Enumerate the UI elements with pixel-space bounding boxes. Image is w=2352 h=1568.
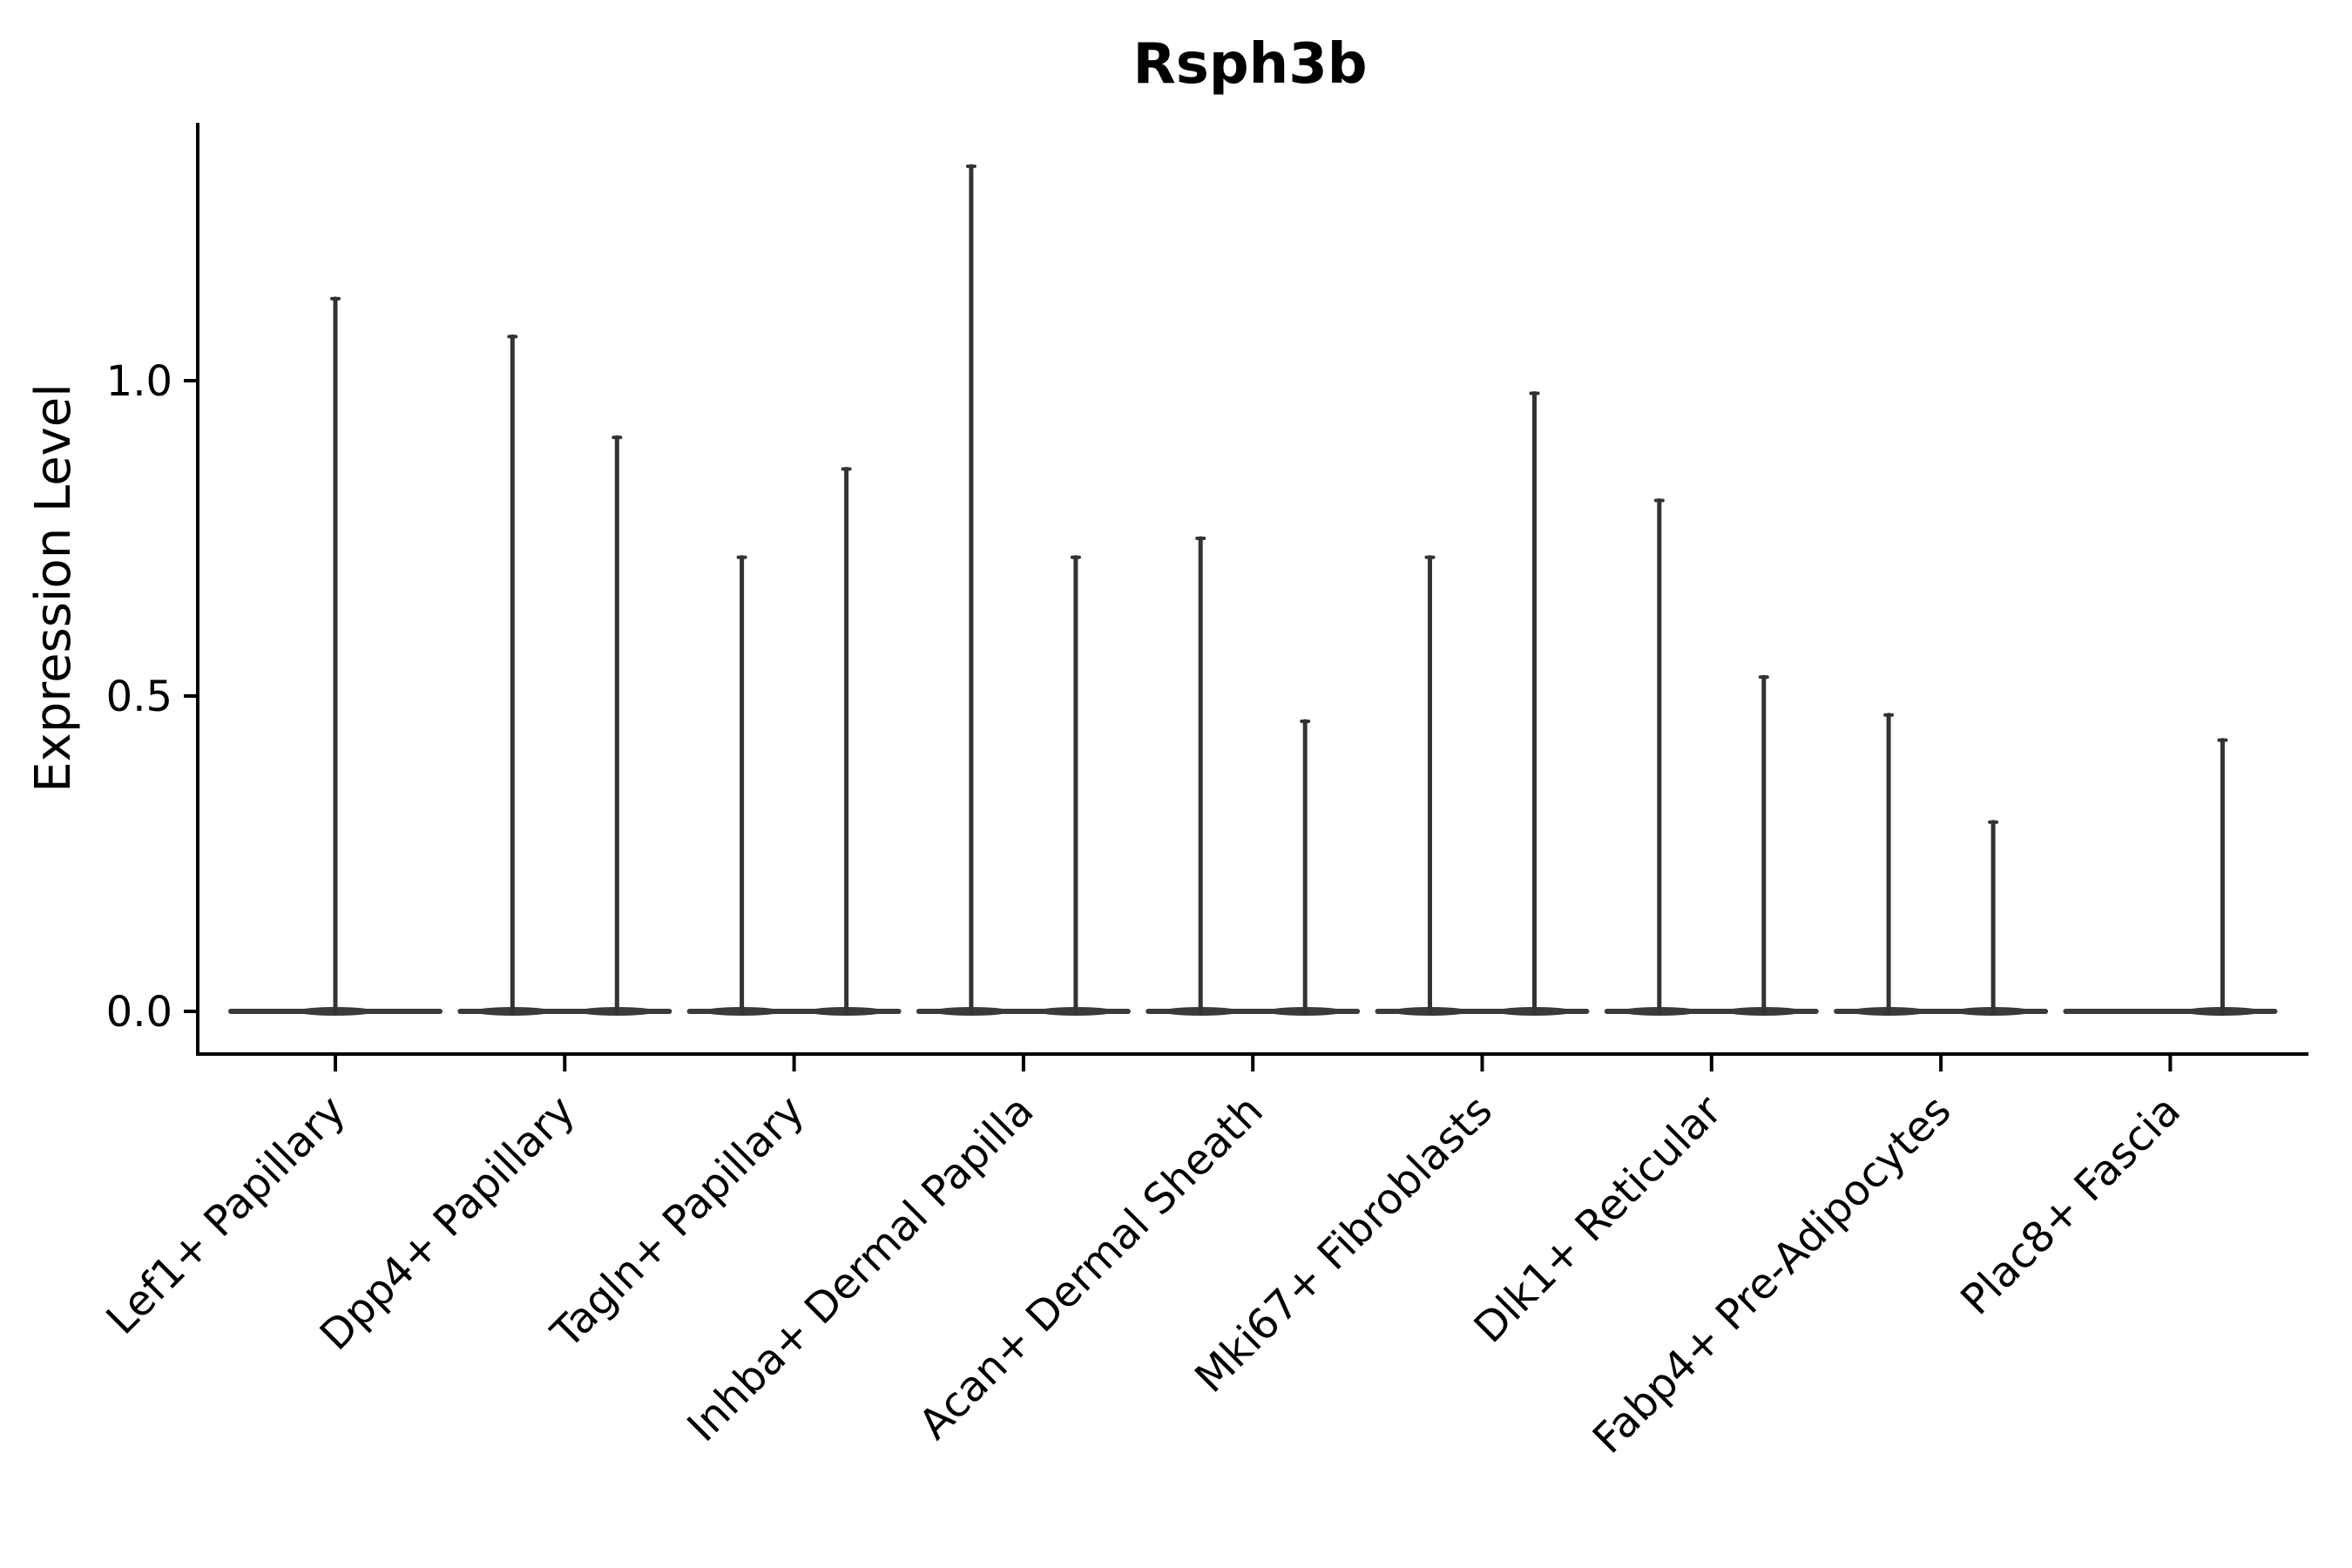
violins: [228, 164, 2278, 1016]
y-axis-label: Expression Level: [25, 383, 82, 793]
chart-title: Rsph3b: [1132, 32, 1367, 97]
y-tick-label: 0.0: [106, 988, 172, 1037]
y-tick-label: 1.0: [106, 357, 172, 406]
y-axis-ticks: 0.0 0.5 1.0: [106, 357, 198, 1037]
y-tick-label: 0.5: [106, 672, 172, 721]
x-tick-label: Lef1+ Papillary: [98, 1086, 355, 1344]
x-tick-label: Dlk1+ Reticular: [1465, 1086, 1732, 1353]
x-tick-label: Dpp4+ Papillary: [311, 1086, 585, 1360]
x-tick-label: Tagln+ Papillary: [542, 1086, 814, 1358]
x-tick-label: Plac8+ Fascia: [1951, 1086, 2190, 1325]
